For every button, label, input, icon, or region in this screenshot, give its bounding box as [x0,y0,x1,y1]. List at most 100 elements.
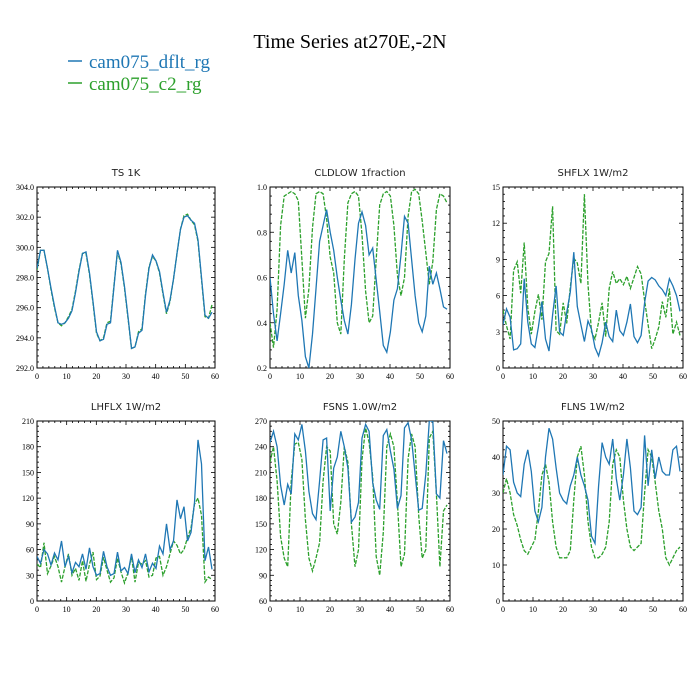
y-tick-label: 10 [492,561,500,570]
series-line-c2 [270,188,448,348]
x-tick-label: 0 [268,372,272,381]
y-tick-label: 30 [492,489,500,498]
x-tick-label: 60 [446,605,454,614]
y-tick-label: 0.2 [257,364,267,373]
x-tick-label: 20 [326,372,334,381]
y-tick-label: 180 [255,494,267,503]
y-tick-label: 12 [492,219,500,228]
panel-4: LHFLX 1W/m2 0 10 20 30 40 50 60 0 30 60 90 120 150 180… [22,402,219,614]
figure-title: Time Series at270E,-2N [253,31,446,53]
x-tick-label: 50 [649,372,657,381]
series-line-dflt [503,427,681,546]
x-tick-label: 10 [63,372,71,381]
panel-title: SHFLX 1W/m2 [558,168,629,179]
panel-5: FSNS 1.0W/m2 0 10 20 30 40 50 60 60 90 120 150 180 21… [255,402,454,614]
x-tick-label: 0 [501,372,505,381]
series-line-c2 [503,445,681,567]
plot-frame [502,420,684,602]
series-line-dflt [503,252,681,358]
y-tick-label: 0 [30,597,34,606]
panel-title: FLNS 1W/m2 [561,402,625,413]
x-tick-label: 0 [35,372,39,381]
y-tick-label: 90 [26,520,34,529]
x-tick-label: 10 [296,605,304,614]
y-tick-label: 0 [496,364,500,373]
y-tick-label: 180 [22,443,34,452]
x-tick-label: 50 [416,372,424,381]
series-line-dflt [37,439,213,577]
x-tick-label: 20 [559,372,567,381]
y-tick-label: 6 [496,292,500,301]
x-tick-label: 0 [501,605,505,614]
y-tick-label: 210 [22,417,34,426]
x-tick-label: 60 [446,372,454,381]
y-tick-label: 298.0 [16,274,34,283]
x-tick-label: 20 [326,605,334,614]
x-tick-label: 60 [211,605,219,614]
legend-entry-1: cam075_dflt_rg [68,52,211,73]
x-tick-label: 60 [211,372,219,381]
x-tick-label: 50 [649,605,657,614]
y-tick-label: 60 [26,546,34,555]
y-tick-label: 0.6 [257,274,267,283]
panel-6: FLNS 1W/m2 0 10 20 30 40 50 60 0 10 20 30 40 50 [492,402,687,614]
y-tick-label: 0.4 [257,319,267,328]
series-line-dflt [270,421,448,524]
x-tick-label: 40 [619,372,627,381]
legend-label-1: cam075_dflt_rg [89,52,211,73]
y-tick-label: 300.0 [16,243,34,252]
y-tick-label: 294.0 [16,334,34,343]
legend-label-2: cam075_c2_rg [89,74,202,95]
x-tick-label: 0 [35,605,39,614]
x-tick-label: 10 [529,605,537,614]
x-tick-label: 40 [619,605,627,614]
x-tick-label: 20 [92,372,100,381]
y-tick-label: 120 [255,546,267,555]
series-line-c2 [270,427,448,576]
series-line-c2 [37,496,213,586]
panel-3: SHFLX 1W/m2 0 10 20 30 40 50 60 0 3 6 9 12 15 [492,168,687,381]
x-tick-label: 40 [386,605,394,614]
y-tick-label: 90 [259,571,267,580]
y-tick-label: 150 [255,520,267,529]
x-tick-label: 40 [152,372,160,381]
x-tick-label: 50 [181,372,189,381]
panel-title: LHFLX 1W/m2 [91,402,161,413]
x-tick-label: 60 [679,372,687,381]
x-tick-label: 60 [679,605,687,614]
y-tick-label: 0 [496,597,500,606]
x-tick-label: 30 [122,605,130,614]
panel-title: TS 1K [111,168,141,179]
x-tick-label: 30 [589,605,597,614]
series-line-c2 [37,213,213,350]
y-tick-label: 50 [492,417,500,426]
x-tick-label: 30 [356,372,364,381]
y-tick-label: 292.0 [16,364,34,373]
series-line-dflt [37,214,213,350]
series-line-c2 [503,194,681,349]
y-tick-label: 304.0 [16,183,34,192]
plot-frame [502,186,684,369]
y-tick-label: 270 [255,417,267,426]
x-tick-label: 20 [559,605,567,614]
y-tick-label: 15 [492,183,500,192]
x-tick-label: 40 [386,372,394,381]
series-line-dflt [270,209,448,368]
x-tick-label: 30 [122,372,130,381]
y-tick-label: 240 [255,443,267,452]
panel-title: CLDLOW 1fraction [314,168,405,179]
y-tick-label: 302.0 [16,213,34,222]
x-tick-label: 10 [63,605,71,614]
panel-1: TS 1K 0 10 20 30 40 50 60 292.0 294.0 296.0 298.0 30… [16,168,219,381]
legend: cam075_dflt_rg cam075_c2_rg [68,52,211,95]
plot-frame [36,186,216,369]
y-tick-label: 20 [492,525,500,534]
y-tick-label: 9 [496,255,500,264]
y-tick-label: 296.0 [16,304,34,313]
plot-frame [36,420,216,602]
x-tick-label: 50 [181,605,189,614]
y-tick-label: 0.8 [257,228,267,237]
panel-2: CLDLOW 1fraction 0 10 20 30 40 50 60 0.2 0.4 0.6 0.… [257,168,454,381]
y-tick-label: 60 [259,597,267,606]
x-tick-label: 20 [92,605,100,614]
